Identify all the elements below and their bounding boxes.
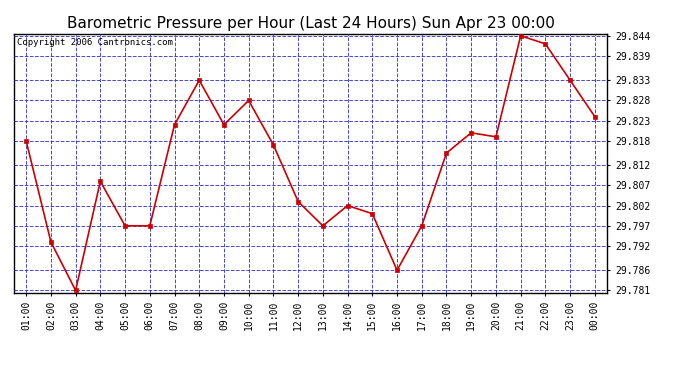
Text: Copyright 2006 Cantronics.com: Copyright 2006 Cantronics.com xyxy=(17,38,172,46)
Title: Barometric Pressure per Hour (Last 24 Hours) Sun Apr 23 00:00: Barometric Pressure per Hour (Last 24 Ho… xyxy=(66,16,555,31)
